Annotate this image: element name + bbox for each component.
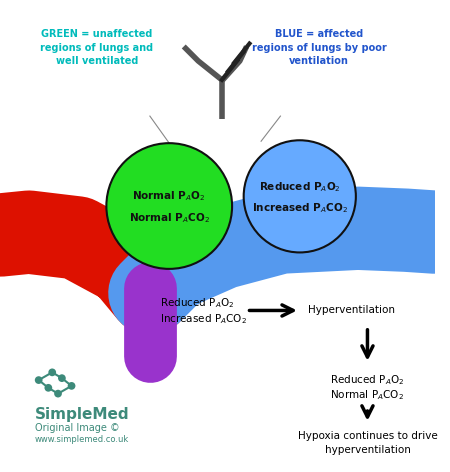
Text: GREEN = unaffected: GREEN = unaffected bbox=[41, 29, 153, 39]
Text: www.simplemed.co.uk: www.simplemed.co.uk bbox=[35, 435, 129, 444]
Text: Reduced P$_A$O$_2$: Reduced P$_A$O$_2$ bbox=[259, 180, 341, 194]
Circle shape bbox=[35, 376, 43, 384]
Text: Increased P$_A$CO$_2$: Increased P$_A$CO$_2$ bbox=[160, 312, 247, 326]
Text: BLUE = affected: BLUE = affected bbox=[275, 29, 363, 39]
Text: Hypoxia continues to drive: Hypoxia continues to drive bbox=[297, 431, 437, 441]
Circle shape bbox=[45, 384, 52, 392]
Text: ventilation: ventilation bbox=[289, 56, 349, 66]
Text: hyperventilation: hyperventilation bbox=[324, 445, 410, 455]
Circle shape bbox=[244, 140, 356, 253]
Text: regions of lungs and: regions of lungs and bbox=[40, 42, 153, 52]
Circle shape bbox=[58, 374, 66, 382]
Circle shape bbox=[48, 369, 56, 376]
Text: Reduced P$_A$O$_2$: Reduced P$_A$O$_2$ bbox=[160, 296, 234, 310]
Text: Increased P$_A$CO$_2$: Increased P$_A$CO$_2$ bbox=[252, 201, 348, 215]
Text: Reduced P$_A$O$_2$: Reduced P$_A$O$_2$ bbox=[330, 373, 405, 387]
Text: Normal P$_A$O$_2$: Normal P$_A$O$_2$ bbox=[132, 189, 206, 203]
Text: regions of lungs by poor: regions of lungs by poor bbox=[252, 42, 387, 52]
Text: Hyperventilation: Hyperventilation bbox=[307, 305, 395, 315]
Circle shape bbox=[54, 390, 62, 397]
Circle shape bbox=[68, 382, 76, 390]
Text: Normal P$_A$CO$_2$: Normal P$_A$CO$_2$ bbox=[129, 211, 210, 225]
Text: Normal P$_A$CO$_2$: Normal P$_A$CO$_2$ bbox=[330, 388, 405, 402]
Text: well ventilated: well ventilated bbox=[55, 56, 138, 66]
Text: Original Image ©: Original Image © bbox=[35, 422, 120, 433]
Text: SimpleMed: SimpleMed bbox=[35, 407, 130, 422]
Circle shape bbox=[106, 143, 232, 269]
